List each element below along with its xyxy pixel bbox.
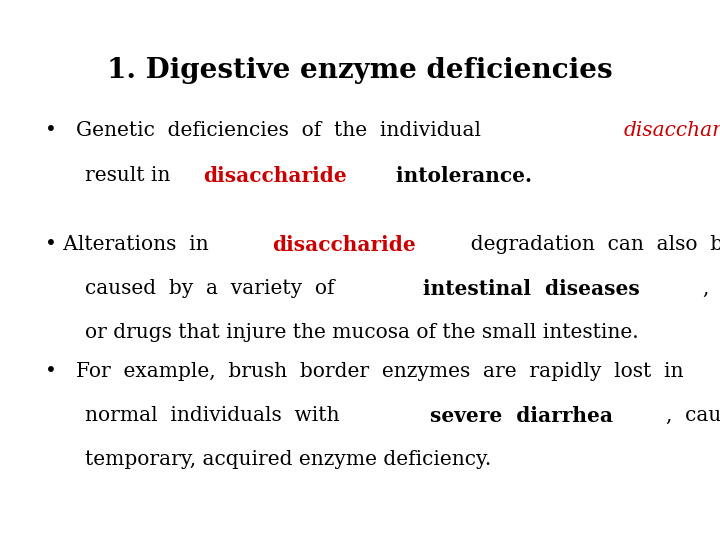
Text: result in: result in bbox=[85, 166, 176, 185]
Text: ,: , bbox=[703, 279, 720, 298]
Text: disaccharide: disaccharide bbox=[272, 235, 416, 255]
Text: or drugs that injure the mucosa of the small intestine.: or drugs that injure the mucosa of the s… bbox=[85, 323, 639, 342]
Text: •   Genetic  deficiencies  of  the  individual: • Genetic deficiencies of the individual bbox=[45, 122, 493, 140]
Text: 1. Digestive enzyme deficiencies: 1. Digestive enzyme deficiencies bbox=[107, 57, 613, 84]
Text: •   For  example,  brush  border  enzymes  are  rapidly  lost  in: • For example, brush border enzymes are … bbox=[45, 362, 683, 381]
Text: disaccharidases: disaccharidases bbox=[624, 122, 720, 140]
Text: caused  by  a  variety  of: caused by a variety of bbox=[85, 279, 347, 298]
Text: • Alterations  in: • Alterations in bbox=[45, 235, 221, 254]
Text: intolerance.: intolerance. bbox=[389, 166, 532, 186]
Text: degradation  can  also  be: degradation can also be bbox=[458, 235, 720, 254]
Text: intestinal  diseases: intestinal diseases bbox=[423, 279, 640, 299]
Text: normal  individuals  with: normal individuals with bbox=[85, 406, 352, 425]
Text: severe  diarrhea: severe diarrhea bbox=[430, 406, 613, 426]
Text: disaccharide: disaccharide bbox=[203, 166, 347, 186]
Text: temporary, acquired enzyme deficiency.: temporary, acquired enzyme deficiency. bbox=[85, 450, 491, 469]
Text: ,  causing  a: , causing a bbox=[666, 406, 720, 425]
